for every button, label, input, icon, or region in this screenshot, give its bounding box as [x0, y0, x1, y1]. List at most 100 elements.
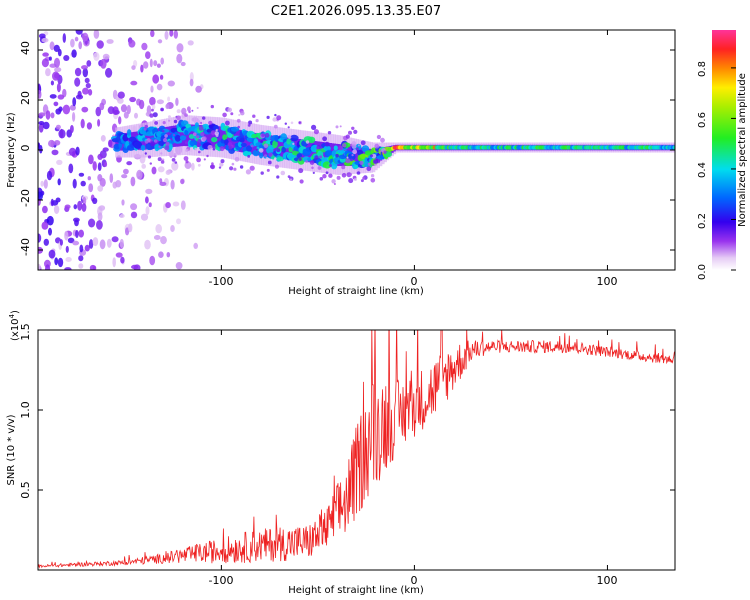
- ridge-band: [248, 131, 251, 154]
- halo-dot: [163, 138, 168, 143]
- noise-blob: [74, 67, 82, 77]
- colorbar-tick-label: 0.0: [697, 264, 708, 280]
- halo-dot: [280, 170, 286, 176]
- noise-blob: [45, 110, 51, 120]
- noise-blob: [130, 203, 138, 211]
- halo-dot: [247, 155, 251, 158]
- halo-dot: [237, 125, 240, 129]
- ridge-band: [178, 124, 182, 147]
- halo-dot: [314, 155, 319, 160]
- halo-dot: [264, 154, 267, 158]
- ridge-band: [246, 131, 249, 154]
- halo-dot: [230, 112, 234, 116]
- noise-blob: [78, 255, 84, 262]
- halo-dot: [322, 174, 327, 179]
- ridge-blob: [224, 139, 229, 146]
- noise-blob: [184, 161, 192, 169]
- noise-blob: [126, 161, 133, 166]
- halo-dot: [174, 161, 178, 164]
- halo-dot: [370, 154, 373, 158]
- noise-blob: [41, 37, 49, 43]
- noise-blob: [88, 89, 93, 96]
- noise-blob: [156, 83, 163, 91]
- noise-blob: [108, 139, 113, 148]
- noise-blob: [81, 203, 87, 212]
- halo-dot: [298, 168, 304, 174]
- noise-blob: [73, 204, 78, 210]
- top-x-axis-label: Height of straight line (km): [288, 286, 424, 297]
- halo-dot: [153, 139, 158, 143]
- noise-blob: [88, 154, 94, 165]
- halo-dot: [284, 122, 287, 125]
- noise-blob: [160, 57, 164, 65]
- noise-blob: [145, 51, 151, 59]
- bottom-x-tick-label: 0: [411, 574, 418, 587]
- colorbar-tick-label: 0.8: [697, 61, 708, 77]
- halo-dot: [356, 171, 361, 175]
- ridge-blob: [307, 136, 316, 144]
- top-x-tick-label: 0: [411, 275, 418, 288]
- noise-blob: [54, 57, 60, 68]
- halo-dot: [200, 121, 203, 125]
- halo-dot: [374, 143, 380, 149]
- halo-dot: [272, 117, 277, 122]
- noise-blob: [87, 176, 92, 181]
- noise-blob: [106, 39, 114, 44]
- noise-blob: [53, 44, 60, 53]
- noise-blob: [68, 147, 77, 156]
- halo-dot: [245, 169, 251, 175]
- ridge-blob: [672, 145, 675, 150]
- noise-blob: [80, 180, 86, 187]
- halo-dot: [202, 116, 206, 120]
- noise-blob: [84, 77, 90, 84]
- bottom-y-tick-label: 0.5: [19, 481, 32, 499]
- noise-blob: [38, 263, 41, 270]
- noise-blob: [42, 121, 50, 130]
- noise-blob: [97, 119, 101, 127]
- noise-blob: [92, 161, 97, 171]
- noise-blob: [39, 144, 43, 154]
- ridge-blob: [222, 134, 228, 141]
- noise-blob: [145, 188, 153, 195]
- noise-blob: [109, 173, 114, 184]
- noise-blob: [42, 205, 48, 214]
- y-multiplier-close: ): [10, 310, 21, 314]
- halo-dot: [239, 165, 244, 169]
- halo-dot: [325, 171, 329, 175]
- noise-blob: [121, 174, 128, 179]
- halo-dot: [263, 143, 269, 149]
- halo-dot: [227, 107, 232, 113]
- halo-dot: [345, 158, 351, 164]
- noise-blob: [187, 40, 194, 46]
- halo-dot: [234, 156, 240, 162]
- halo-dot: [150, 141, 156, 147]
- halo-dot: [305, 160, 308, 163]
- noise-blob: [53, 205, 60, 214]
- noise-blob: [149, 96, 156, 106]
- halo-dot: [265, 157, 269, 161]
- noise-blob: [151, 166, 157, 175]
- snr-panel: -100 0 100 Height of straight line (km) …: [6, 310, 676, 596]
- colorbar-tick-label: 0.2: [697, 213, 708, 229]
- ridge-blob: [361, 145, 370, 153]
- top-y-tick-label: 20: [19, 91, 32, 105]
- halo-dot: [176, 109, 181, 114]
- halo-dot: [191, 109, 194, 112]
- halo-dot: [144, 124, 148, 129]
- halo-dot: [342, 143, 347, 148]
- y-multiplier-text: (x10: [10, 318, 21, 341]
- ridge-blob: [343, 161, 353, 167]
- bottom-x-tick-label: -100: [209, 574, 234, 587]
- noise-blob: [45, 264, 51, 270]
- ridge-blob: [246, 145, 252, 152]
- halo-dot: [214, 131, 219, 136]
- halo-dot: [360, 179, 364, 183]
- halo-dot: [250, 144, 254, 148]
- halo-dot: [380, 137, 385, 143]
- halo-dot: [367, 162, 371, 166]
- noise-blob: [74, 36, 79, 42]
- noise-blob: [170, 179, 175, 190]
- noise-blob: [112, 257, 116, 268]
- halo-dot: [276, 148, 281, 153]
- halo-dot: [276, 175, 280, 179]
